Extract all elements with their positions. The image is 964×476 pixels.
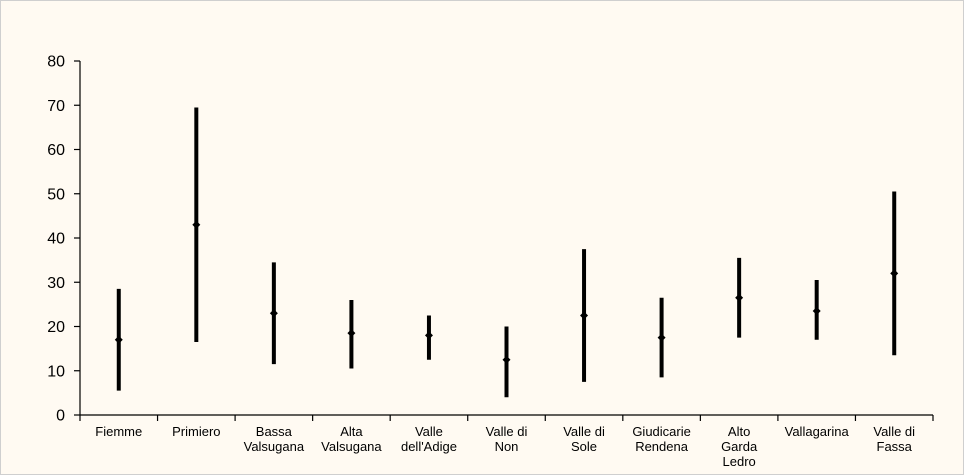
y-tick-label: 80 xyxy=(47,54,65,71)
value-marker xyxy=(890,269,899,278)
y-tick-label: 60 xyxy=(47,142,65,159)
value-marker xyxy=(580,311,589,320)
value-marker xyxy=(424,331,433,340)
y-tick-label: 40 xyxy=(47,231,65,248)
value-marker xyxy=(192,220,201,229)
y-tick-label: 30 xyxy=(47,275,65,292)
x-tick-label: Fiemme xyxy=(95,424,142,439)
x-tick-label: Valle di Fassa xyxy=(873,424,915,454)
x-tick-label: Valle di Non xyxy=(486,424,528,454)
x-tick-label: Alta Valsugana xyxy=(321,424,382,454)
ticks-layer xyxy=(74,60,934,421)
y-tick-label: 20 xyxy=(47,319,65,336)
labels-layer: 0 10 20 30 40 50 60 70 80 Fiemme Primiero Bassa Vals… xyxy=(47,54,915,470)
x-tick-label: Primiero xyxy=(172,424,220,439)
x-tick-label: Valle di Sole xyxy=(563,424,605,454)
value-marker xyxy=(502,355,511,364)
y-tick-label: 70 xyxy=(47,98,65,115)
y-tick-label: 10 xyxy=(47,363,65,380)
value-marker xyxy=(347,329,356,338)
value-marker xyxy=(812,307,821,316)
x-tick-label: Bassa Valsugana xyxy=(244,424,305,454)
x-tick-label: Alto Garda Ledro xyxy=(721,424,758,469)
value-marker xyxy=(114,335,123,344)
x-tick-label: Vallagarina xyxy=(785,424,850,439)
y-tick-label: 50 xyxy=(47,186,65,203)
x-tick-label: Valle dell'Adige xyxy=(401,424,457,454)
y-tick-label: 0 xyxy=(56,408,65,425)
value-marker xyxy=(657,333,666,342)
value-marker xyxy=(269,309,278,318)
value-marker xyxy=(735,293,744,302)
marks-layer xyxy=(114,107,899,398)
x-tick-label: Giudicarie Rendena xyxy=(632,424,691,454)
